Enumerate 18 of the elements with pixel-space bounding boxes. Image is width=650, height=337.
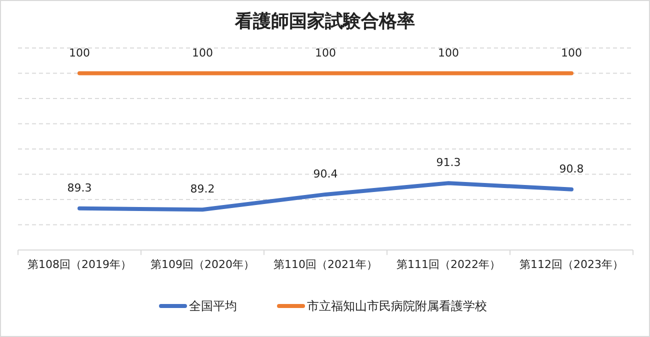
data-label: 89.3: [67, 181, 92, 194]
title: 看護師国家試験合格率: [235, 11, 415, 32]
x-tick-label: 第108回（2019年）: [28, 258, 132, 271]
data-label: 100: [561, 46, 582, 60]
data-label: 90.8: [559, 162, 584, 176]
data-label: 89.2: [190, 182, 215, 196]
data-label: 100: [438, 46, 459, 60]
legend-label: 全国平均: [189, 299, 237, 313]
data-label: 100: [192, 46, 213, 60]
legend-label: 市立福知山市民病院附属看護学校: [307, 299, 487, 313]
data-label: 90.4: [313, 167, 338, 180]
data-label: 100: [69, 46, 90, 60]
x-tick-label: 第109回（2020年）: [150, 258, 254, 271]
data-label: 100: [315, 46, 336, 60]
x-tick-label: 第112回（2023年）: [520, 258, 624, 271]
x-tick-label: 第110回（2021年）: [274, 258, 378, 271]
data-label: 91.3: [436, 156, 461, 170]
x-tick-label: 第111回（2022年）: [396, 258, 500, 271]
